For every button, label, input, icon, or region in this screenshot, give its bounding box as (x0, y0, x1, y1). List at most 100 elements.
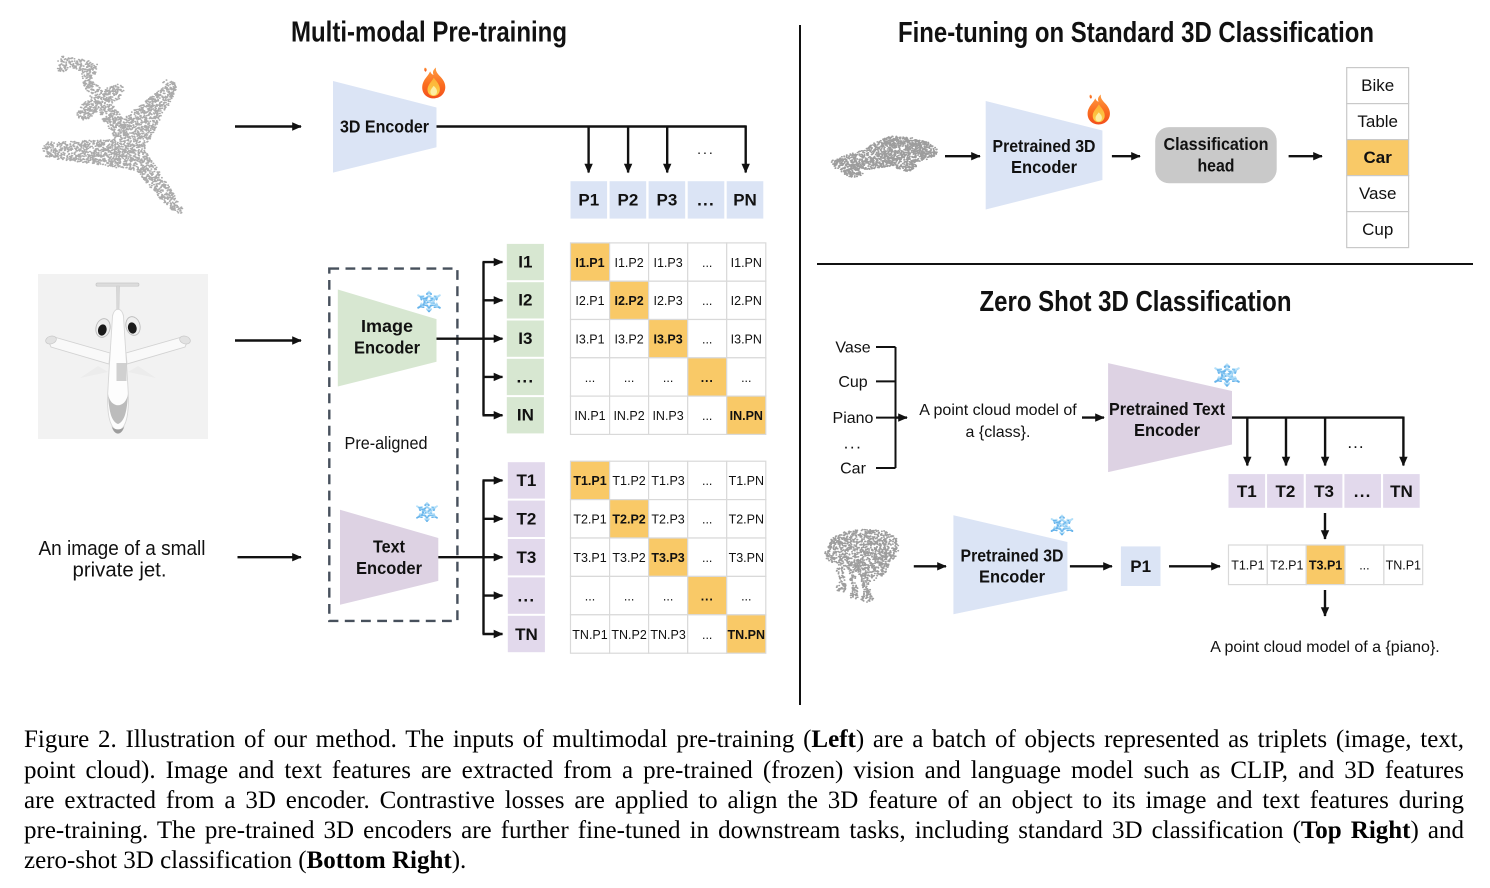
svg-text:T3: T3 (516, 548, 536, 567)
svg-text:Encoder: Encoder (1134, 420, 1200, 440)
svg-text:IN.P1: IN.P1 (574, 409, 605, 423)
svg-text:...: ... (702, 551, 712, 565)
svg-text:...: ... (701, 371, 714, 385)
svg-text:...: ... (701, 589, 714, 603)
svg-text:Car: Car (840, 461, 866, 478)
svg-text:a {class}.: a {class}. (966, 424, 1031, 441)
svg-text:A point cloud model of a {pian: A point cloud model of a {piano}. (1210, 639, 1440, 656)
svg-text:T1.P3: T1.P3 (651, 474, 684, 488)
svg-text:Pretrained 3D: Pretrained 3D (993, 136, 1096, 156)
svg-text:Bike: Bike (1361, 76, 1394, 95)
svg-text:...: ... (1359, 559, 1369, 573)
svg-text:...: ... (624, 371, 634, 385)
svg-text:...: ... (702, 294, 712, 308)
svg-text:...: ... (663, 371, 673, 385)
svg-text:...: ... (517, 367, 535, 386)
svg-text:I1.P2: I1.P2 (615, 256, 644, 270)
svg-text:T3.P1: T3.P1 (1309, 559, 1342, 573)
svg-text:T3.P1: T3.P1 (573, 551, 606, 565)
svg-text:Cup: Cup (1362, 220, 1393, 239)
svg-text:IN: IN (517, 406, 534, 425)
svg-text:Pre-aligned: Pre-aligned (345, 433, 428, 453)
svg-text:A point cloud model of: A point cloud model of (919, 402, 1077, 419)
svg-text:IN.P2: IN.P2 (613, 409, 644, 423)
svg-text:Pretrained Text: Pretrained Text (1109, 399, 1225, 419)
svg-text:TN.P1: TN.P1 (572, 628, 607, 642)
svg-text:Encoder: Encoder (356, 558, 422, 578)
svg-text:Encoder: Encoder (354, 338, 420, 358)
svg-text:P1: P1 (1130, 557, 1151, 576)
svg-text:I3.P2: I3.P2 (615, 333, 644, 347)
svg-text:...: ... (702, 628, 712, 642)
svg-text:...: ... (741, 589, 751, 603)
svg-text:TN.PN: TN.PN (728, 628, 766, 642)
svg-text:...: ... (585, 589, 595, 603)
svg-text:Vase: Vase (1359, 184, 1397, 203)
svg-text:private jet.: private jet. (73, 559, 167, 582)
svg-text:I3.PN: I3.PN (731, 333, 762, 347)
svg-text:P1: P1 (578, 190, 599, 209)
svg-text:I2: I2 (518, 291, 532, 310)
svg-text:I3: I3 (518, 329, 532, 348)
svg-text:T3.P2: T3.P2 (612, 551, 645, 565)
svg-text:T3: T3 (1314, 482, 1334, 501)
svg-text:Encoder: Encoder (1011, 157, 1077, 177)
svg-text:T3.PN: T3.PN (729, 551, 764, 565)
svg-text:I1.PN: I1.PN (731, 256, 762, 270)
svg-text:I2.P3: I2.P3 (654, 294, 683, 308)
svg-text:P3: P3 (657, 190, 678, 209)
svg-text:T2.P1: T2.P1 (1270, 559, 1303, 573)
svg-text:I2.P1: I2.P1 (575, 294, 604, 308)
svg-text:I3.P3: I3.P3 (654, 333, 683, 347)
svg-text:IN.P3: IN.P3 (652, 409, 683, 423)
svg-text:head: head (1198, 156, 1235, 176)
svg-text:An image of a small: An image of a small (39, 537, 206, 560)
svg-text:Piano: Piano (833, 410, 874, 427)
svg-text:...: ... (702, 333, 712, 347)
svg-text:3D Encoder: 3D Encoder (340, 117, 429, 137)
svg-text:T2.P1: T2.P1 (573, 513, 606, 527)
svg-text:T2: T2 (1275, 482, 1295, 501)
svg-text:I2.P2: I2.P2 (615, 294, 644, 308)
svg-text:T3.P3: T3.P3 (651, 551, 684, 565)
svg-text:I3.P1: I3.P1 (575, 333, 604, 347)
svg-text:IN.PN: IN.PN (730, 409, 763, 423)
svg-text:T1.P1: T1.P1 (573, 474, 606, 488)
svg-text:TN.P3: TN.P3 (650, 628, 685, 642)
svg-text:...: ... (585, 371, 595, 385)
svg-text:T2.PN: T2.PN (729, 513, 764, 527)
svg-text:Table: Table (1357, 112, 1398, 131)
svg-text:...: ... (702, 256, 712, 270)
svg-text:Zero Shot 3D Classification: Zero Shot 3D Classification (980, 286, 1292, 318)
svg-text:T1: T1 (1237, 482, 1257, 501)
svg-text:...: ... (844, 434, 863, 453)
svg-text:T2: T2 (516, 510, 536, 529)
svg-text:Classification: Classification (1164, 134, 1269, 154)
svg-text:Fine-tuning on Standard 3D Cla: Fine-tuning on Standard 3D Classificatio… (898, 17, 1374, 49)
svg-text:TN: TN (1390, 482, 1413, 501)
svg-text:Multi-modal Pre-training: Multi-modal Pre-training (291, 17, 567, 49)
svg-text:I1.P1: I1.P1 (575, 256, 604, 270)
svg-text:Cup: Cup (838, 374, 867, 391)
svg-text:...: ... (702, 409, 712, 423)
svg-text:I1.P3: I1.P3 (654, 256, 683, 270)
svg-text:...: ... (518, 586, 536, 605)
svg-text:T1.P1: T1.P1 (1231, 559, 1264, 573)
svg-text:Pretrained 3D: Pretrained 3D (961, 546, 1064, 566)
svg-text:Image: Image (361, 316, 413, 336)
svg-text:Encoder: Encoder (979, 567, 1045, 587)
svg-text:T1: T1 (516, 471, 536, 490)
svg-text:...: ... (702, 513, 712, 527)
svg-text:...: ... (697, 141, 715, 157)
svg-text:TN: TN (515, 625, 538, 644)
svg-text:I1: I1 (518, 252, 532, 271)
svg-text:...: ... (1354, 482, 1372, 501)
svg-text:...: ... (1347, 433, 1364, 452)
svg-text:TN.P2: TN.P2 (611, 628, 646, 642)
svg-text:Text: Text (373, 537, 405, 557)
svg-text:T2.P2: T2.P2 (612, 513, 645, 527)
svg-text:...: ... (663, 589, 673, 603)
svg-text:Vase: Vase (835, 340, 870, 357)
svg-text:...: ... (624, 589, 634, 603)
svg-text:...: ... (741, 371, 751, 385)
